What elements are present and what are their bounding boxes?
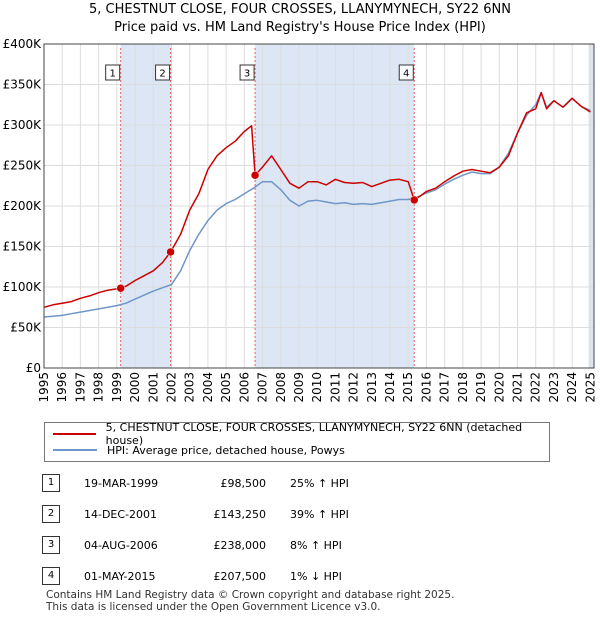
sale-marker-label: 4	[403, 69, 409, 80]
x-tick-label: 2025	[583, 372, 597, 403]
x-tick-label: 2023	[547, 372, 561, 403]
x-tick-label: 1995	[37, 372, 51, 403]
sale-row: 2 14-DEC-2001 £143,250 39% ↑ HPI	[40, 503, 560, 525]
y-tick-label: £250K	[3, 159, 43, 173]
chart-title-address: 5, CHESTNUT CLOSE, FOUR CROSSES, LLANYMY…	[88, 2, 512, 17]
y-tick-label: £300K	[3, 118, 43, 132]
sale-row: 3 04-AUG-2006 £238,000 8% ↑ HPI	[40, 534, 560, 556]
y-tick-label: £100K	[3, 280, 43, 294]
x-tick-label: 1997	[73, 372, 87, 403]
y-tick-label: £400K	[3, 37, 43, 51]
legend-swatch-hpi	[53, 449, 97, 451]
sale-point	[250, 170, 260, 180]
sale-date: 04-AUG-2006	[84, 539, 158, 552]
x-tick-label: 2008	[274, 372, 288, 403]
sale-hpi-change: 39% ↑ HPI	[290, 508, 349, 521]
sale-hpi-change: 25% ↑ HPI	[290, 477, 349, 490]
footer-copyright: Contains HM Land Registry data © Crown c…	[46, 589, 455, 601]
x-tick-label: 2011	[328, 372, 342, 403]
sale-price: £143,250	[213, 508, 267, 521]
sale-row: 1 19-MAR-1999 £98,500 25% ↑ HPI	[40, 472, 560, 494]
x-tick-label: 2021	[511, 372, 525, 403]
x-tick-label: 1998	[92, 372, 106, 403]
legend-swatch-property	[53, 433, 96, 435]
sale-marker-box	[239, 64, 255, 81]
y-tick-label: £150K	[3, 240, 43, 254]
x-tick-label: 2015	[401, 372, 415, 403]
y-tick-label: £0	[26, 361, 41, 375]
price-chart: 1 2 3 4 £0 £50K £100K £150K £200K £250K £300K £350K…	[3, 37, 598, 403]
x-tick-label: 2006	[237, 372, 251, 403]
chart-legend: 5, CHESTNUT CLOSE, FOUR CROSSES, LLANYMY…	[44, 421, 550, 462]
sale-point	[409, 195, 419, 205]
footer-license: This data is licensed under the Open Gov…	[46, 601, 381, 613]
series-line-property	[43, 91, 591, 309]
sale-marker-number: 2	[42, 505, 60, 523]
legend-label-hpi: HPI: Average price, detached house, Powy…	[107, 443, 345, 457]
sale-price: £98,500	[220, 477, 267, 490]
x-tick-label: 2000	[128, 372, 142, 403]
sale-marker-label: 2	[159, 69, 165, 80]
chart-subtitle: Price paid vs. HM Land Registry's House …	[114, 20, 486, 35]
x-tick-label: 2012	[347, 372, 361, 403]
y-tick-label: £50K	[10, 321, 42, 335]
plot-border	[43, 43, 595, 369]
x-tick-label: 2017	[438, 372, 452, 403]
sale-row: 4 01-MAY-2015 £207,500 1% ↓ HPI	[40, 565, 560, 587]
sale-marker-label: 1	[109, 69, 115, 80]
x-tick-label: 2005	[219, 372, 233, 403]
x-tick-label: 2010	[310, 372, 324, 403]
legend-item-hpi: HPI: Average price, detached house, Powy…	[53, 442, 345, 458]
legend-item-property: 5, CHESTNUT CLOSE, FOUR CROSSES, LLANYMY…	[53, 421, 549, 447]
x-tick-label: 1999	[110, 372, 124, 403]
x-tick-label: 2013	[365, 372, 379, 403]
y-tick-label: £200K	[3, 199, 43, 213]
sale-marker-box	[398, 64, 414, 81]
legend-label-property: 5, CHESTNUT CLOSE, FOUR CROSSES, LLANYMY…	[105, 421, 523, 447]
sale-hpi-change: 8% ↑ HPI	[290, 539, 342, 552]
x-tick-label: 2014	[383, 372, 397, 403]
y-tick-label: £350K	[3, 78, 43, 92]
x-tick-label: 2024	[565, 372, 579, 403]
sale-marker-number: 4	[42, 567, 60, 585]
x-tick-label: 2022	[529, 372, 543, 403]
sale-marker-box	[155, 64, 171, 81]
sale-price: £238,000	[213, 539, 267, 552]
x-tick-label: 2020	[492, 372, 506, 403]
x-tick-label: 2007	[256, 372, 270, 403]
sale-date: 19-MAR-1999	[84, 477, 159, 490]
x-tick-label: 1996	[55, 372, 69, 403]
sale-marker-label: 3	[244, 69, 250, 80]
x-tick-label: 2016	[419, 372, 433, 403]
sale-point	[116, 283, 125, 293]
x-tick-label: 2001	[146, 372, 160, 403]
series-line-hpi	[43, 91, 591, 318]
sale-point	[166, 247, 175, 257]
x-tick-label: 2003	[183, 372, 197, 403]
sale-marker-number: 1	[42, 474, 60, 492]
x-tick-label: 2019	[474, 372, 488, 403]
x-tick-label: 2004	[201, 372, 215, 403]
sale-marker-number: 3	[42, 536, 60, 554]
x-tick-label: 2002	[164, 372, 178, 403]
sale-marker-box	[105, 64, 121, 81]
sale-date: 14-DEC-2001	[84, 508, 158, 521]
sale-price: £207,500	[213, 570, 267, 583]
x-tick-label: 2009	[292, 372, 306, 403]
x-tick-label: 2018	[456, 372, 470, 403]
sale-date: 01-MAY-2015	[84, 570, 156, 583]
sale-hpi-change: 1% ↓ HPI	[290, 570, 342, 583]
